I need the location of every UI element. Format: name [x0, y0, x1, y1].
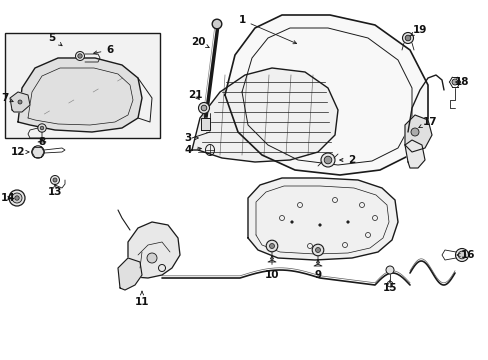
Text: 11: 11	[135, 291, 149, 307]
Circle shape	[50, 175, 60, 184]
Text: 7: 7	[1, 93, 13, 103]
Text: 14: 14	[0, 193, 15, 203]
Text: 10: 10	[264, 256, 279, 280]
Circle shape	[318, 224, 321, 226]
Text: 5: 5	[48, 33, 62, 46]
Text: 3: 3	[184, 133, 198, 143]
Text: 16: 16	[456, 250, 474, 260]
Text: 6: 6	[93, 45, 113, 55]
Circle shape	[315, 248, 320, 252]
Circle shape	[15, 196, 19, 200]
Circle shape	[265, 240, 277, 252]
Text: 18: 18	[454, 77, 468, 87]
Circle shape	[12, 193, 22, 203]
Circle shape	[405, 35, 410, 41]
Text: 15: 15	[382, 280, 396, 293]
Circle shape	[320, 153, 334, 167]
Text: 17: 17	[418, 117, 436, 127]
Circle shape	[212, 19, 222, 29]
Polygon shape	[18, 58, 142, 132]
Text: 4: 4	[184, 145, 201, 155]
Text: 2: 2	[339, 155, 355, 165]
Circle shape	[18, 100, 22, 104]
Polygon shape	[10, 92, 30, 112]
Polygon shape	[192, 68, 337, 162]
Circle shape	[290, 221, 293, 223]
Circle shape	[311, 244, 323, 256]
Circle shape	[147, 253, 157, 263]
Circle shape	[40, 126, 44, 130]
Circle shape	[78, 54, 82, 58]
Text: 9: 9	[314, 260, 321, 280]
Text: 12: 12	[11, 147, 29, 157]
Text: 8: 8	[38, 137, 45, 147]
Text: 13: 13	[48, 184, 62, 197]
Circle shape	[201, 105, 206, 111]
Circle shape	[32, 146, 44, 158]
Text: 20: 20	[190, 37, 209, 48]
Circle shape	[402, 32, 413, 44]
Circle shape	[38, 124, 46, 132]
Circle shape	[346, 221, 348, 223]
Polygon shape	[224, 15, 427, 175]
Circle shape	[198, 103, 209, 113]
Polygon shape	[201, 118, 209, 130]
Text: 21: 21	[187, 90, 202, 100]
Circle shape	[269, 243, 274, 248]
Circle shape	[9, 190, 25, 206]
Polygon shape	[128, 222, 180, 278]
Polygon shape	[247, 178, 397, 260]
Circle shape	[457, 251, 465, 259]
Circle shape	[410, 128, 418, 136]
Polygon shape	[404, 115, 431, 152]
Circle shape	[53, 178, 57, 182]
Polygon shape	[404, 140, 424, 168]
Circle shape	[75, 51, 84, 60]
Text: 19: 19	[409, 25, 427, 36]
Circle shape	[324, 156, 331, 164]
Bar	[5, 33, 160, 138]
Text: 1: 1	[238, 15, 296, 44]
Circle shape	[454, 248, 468, 261]
Circle shape	[385, 266, 393, 274]
Circle shape	[451, 79, 457, 85]
Polygon shape	[118, 258, 142, 290]
